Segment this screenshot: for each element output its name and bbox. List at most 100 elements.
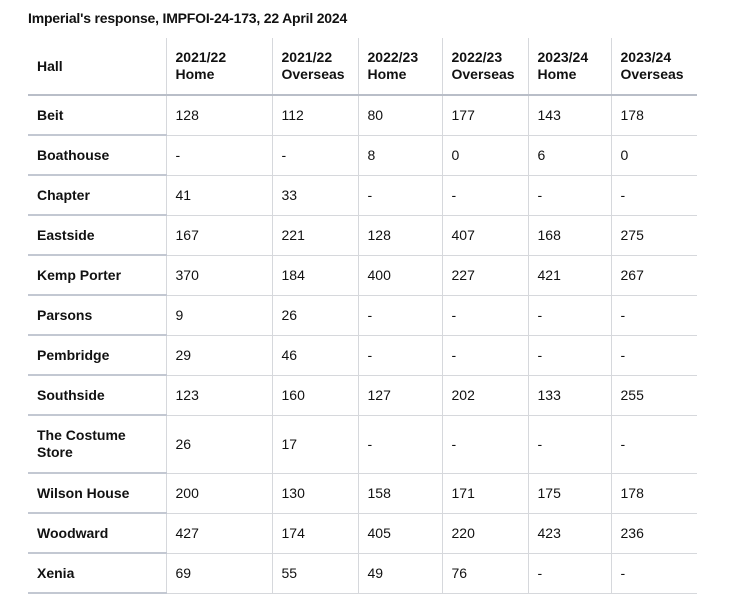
cell: 421 — [527, 255, 611, 296]
table-row: Wilson House 200 130 158 171 175 178 — [28, 473, 697, 514]
cell: - — [357, 335, 442, 376]
cell: 184 — [271, 255, 358, 296]
cell: 174 — [271, 513, 358, 554]
column-header: 2023/24 Home — [527, 38, 611, 96]
column-header: Hall — [28, 38, 166, 96]
cell: - — [357, 295, 442, 336]
cell: 405 — [357, 513, 442, 554]
cell: - — [610, 295, 697, 336]
cell: 76 — [441, 553, 528, 594]
row-header: Kemp Porter — [28, 255, 166, 296]
cell: - — [527, 335, 611, 376]
table-row: Xenia 69 55 49 76- - — [28, 553, 697, 594]
cell: 112 — [271, 95, 358, 136]
cell: 168 — [527, 215, 611, 256]
cell: 175 — [527, 473, 611, 514]
cell: 400 — [357, 255, 442, 296]
table-row: The Costume Store 26 17- - - - — [28, 415, 697, 474]
cell: 69 — [165, 553, 272, 594]
cell: - — [271, 135, 358, 176]
cell: 46 — [271, 335, 358, 376]
cell: 80 — [357, 95, 442, 136]
cell: 236 — [610, 513, 697, 554]
column-header: 2022/23 Home — [357, 38, 442, 96]
cell: 29 — [165, 335, 272, 376]
cell: 0 — [441, 135, 528, 176]
cell: 275 — [610, 215, 697, 256]
cell: 158 — [357, 473, 442, 514]
cell: 123 — [165, 375, 272, 416]
cell: - — [610, 415, 697, 474]
cell: - — [527, 175, 611, 216]
table-row: Southside 123 160 127 202 133 255 — [28, 375, 697, 416]
cell: 26 — [165, 415, 272, 474]
cell: - — [441, 415, 528, 474]
cell: 143 — [527, 95, 611, 136]
cell: 33 — [271, 175, 358, 216]
column-header: 2021/22 Home — [165, 38, 272, 96]
cell: - — [527, 553, 611, 594]
table-row: Beit 128 112 80 177 143 178 — [28, 95, 697, 136]
table-row: Eastside 167 221 128 407 168 275 — [28, 215, 697, 256]
table-row: Kemp Porter 370 184 400 227 421 267 — [28, 255, 697, 296]
cell: 128 — [357, 215, 442, 256]
cell: 133 — [527, 375, 611, 416]
cell: 8 — [357, 135, 442, 176]
cell: 130 — [271, 473, 358, 514]
row-header: Eastside — [28, 215, 166, 256]
cell: - — [610, 553, 697, 594]
column-header: 2022/23 Overseas — [441, 38, 528, 96]
row-header: Southside — [28, 375, 166, 416]
content: Imperial's response, IMPFOI-24-173, 22 A… — [28, 10, 698, 594]
cell: - — [357, 415, 442, 474]
cell: 41 — [165, 175, 272, 216]
header-row: Hall 2021/22 Home 2021/22 Overseas 2022/23 … — [28, 38, 697, 96]
cell: - — [610, 335, 697, 376]
table-row: Woodward 427 174 405 220 423 236 — [28, 513, 697, 554]
cell: 49 — [357, 553, 442, 594]
row-header: Pembridge — [28, 335, 166, 376]
cell: - — [357, 175, 442, 216]
data-table: Hall 2021/22 Home 2021/22 Overseas 2022/23 … — [28, 38, 697, 594]
cell: - — [165, 135, 272, 176]
cell: 221 — [271, 215, 358, 256]
row-header: Boathouse — [28, 135, 166, 176]
cell: 6 — [527, 135, 611, 176]
cell: 202 — [441, 375, 528, 416]
cell: - — [441, 175, 528, 216]
cell: 427 — [165, 513, 272, 554]
cell: 55 — [271, 553, 358, 594]
cell: 26 — [271, 295, 358, 336]
table-row: Boathouse - -8 0 6 0 — [28, 135, 697, 176]
cell: - — [441, 295, 528, 336]
cell: - — [527, 415, 611, 474]
cell: 220 — [441, 513, 528, 554]
table-row: Pembridge 29 46- - - - — [28, 335, 697, 376]
cell: 128 — [165, 95, 272, 136]
row-header: The Costume Store — [28, 415, 166, 474]
cell: 370 — [165, 255, 272, 296]
row-header: Woodward — [28, 513, 166, 554]
table-body: Beit 128 112 80 177 143 178 Boathouse - -8 0 6 0 Chap… — [28, 95, 697, 594]
table-row: Parsons 9 26- - - - — [28, 295, 697, 336]
cell: 178 — [610, 473, 697, 514]
cell: 227 — [441, 255, 528, 296]
row-header: Chapter — [28, 175, 166, 216]
title: Imperial's response, IMPFOI-24-173, 22 A… — [28, 10, 348, 26]
cell: 423 — [527, 513, 611, 554]
cell: 171 — [441, 473, 528, 514]
cell: 9 — [165, 295, 272, 336]
cell: 17 — [271, 415, 358, 474]
cell: - — [441, 335, 528, 376]
cell: 127 — [357, 375, 442, 416]
cell: - — [527, 295, 611, 336]
cell: 160 — [271, 375, 358, 416]
table-row: Chapter 41 33- - - - — [28, 175, 697, 216]
row-header: Parsons — [28, 295, 166, 336]
cell: 177 — [441, 95, 528, 136]
cell: 0 — [610, 135, 697, 176]
column-header: 2023/24 Overseas — [610, 38, 697, 96]
row-header: Wilson House — [28, 473, 166, 514]
cell: 267 — [610, 255, 697, 296]
